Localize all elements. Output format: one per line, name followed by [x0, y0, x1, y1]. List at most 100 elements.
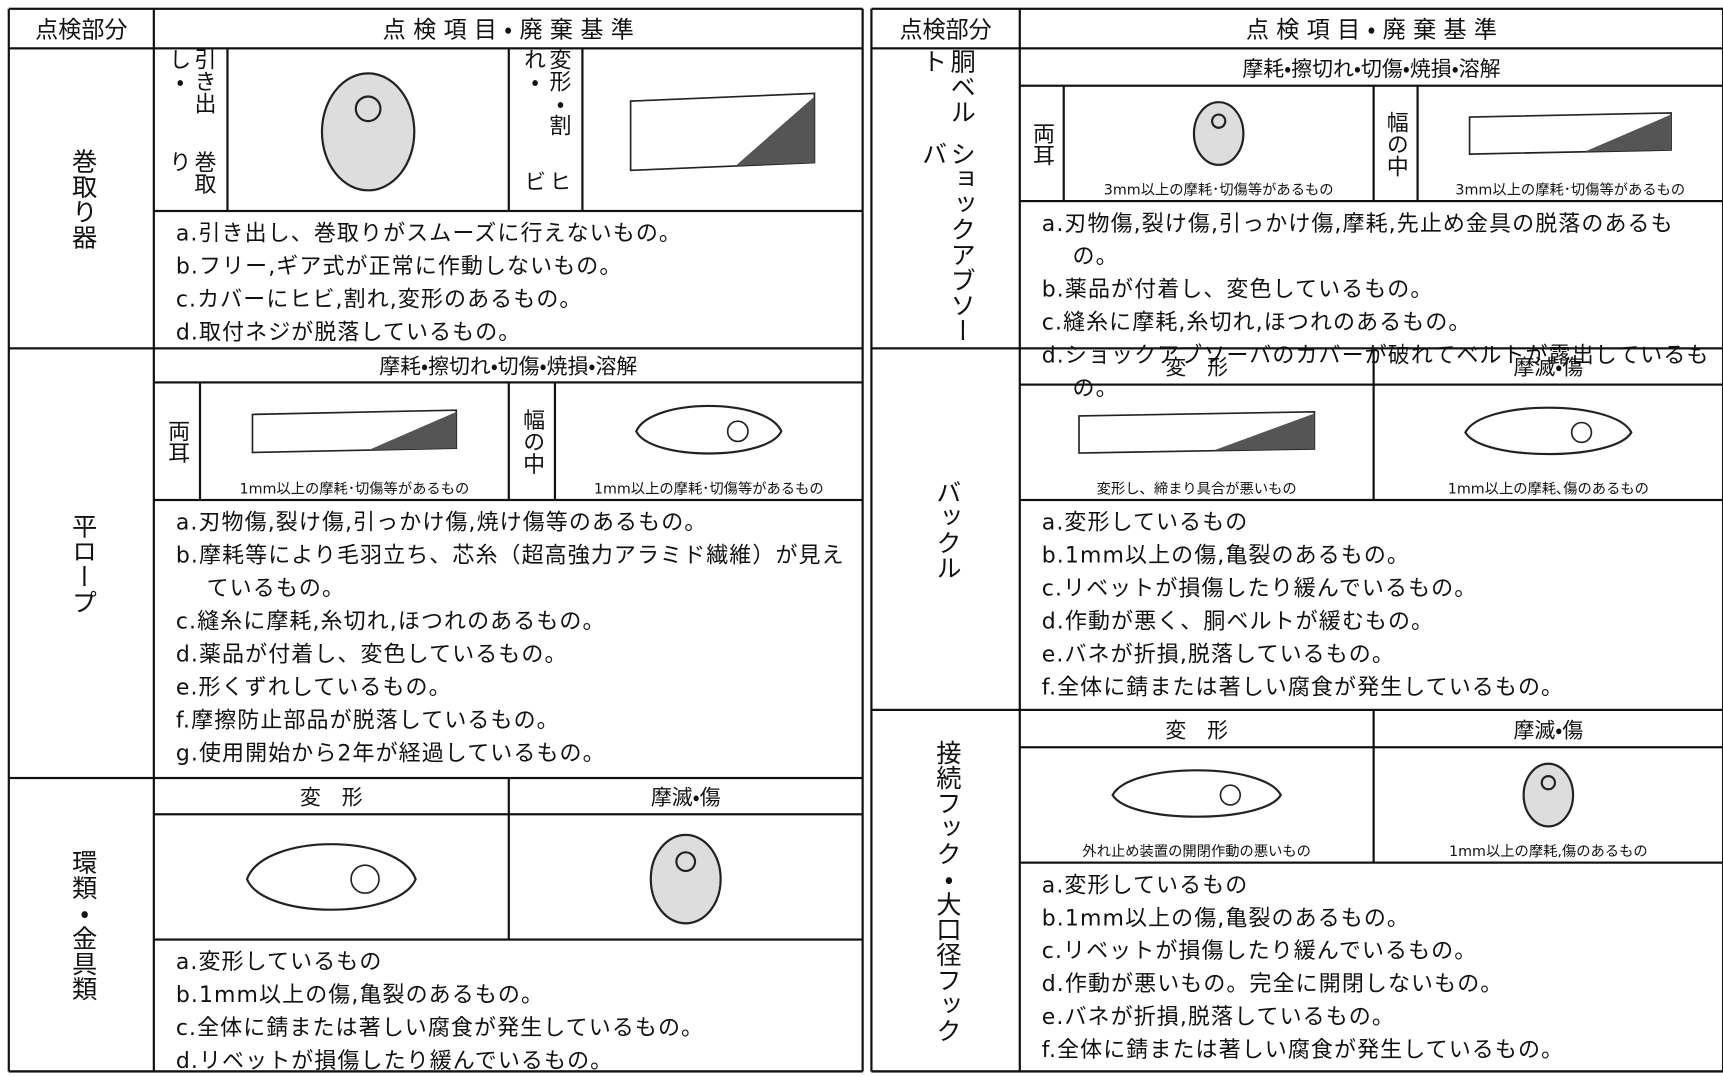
column-heading: 変 形: [1165, 356, 1229, 381]
text-line: 胴ベルト: [917, 48, 975, 125]
criteria-item: a.変形しているもの: [1041, 508, 1249, 536]
criteria-item: c.全体に錆または著しい腐食が発生しているもの。: [175, 1014, 705, 1041]
rule: [1721, 8, 1723, 1072]
illustration: [649, 833, 722, 925]
criteria-item: c.縫糸に摩耗,糸切れ,ほつれのあるもの。: [1041, 308, 1472, 336]
illustration: [245, 843, 417, 911]
criteria-item: c.縫糸に摩耗,糸切れ,ほつれのあるもの。: [175, 607, 606, 635]
criteria-item: f.全体に錆または著しい腐食が発生しているもの。: [1041, 673, 1565, 700]
image-caption: 1mm以上の摩耗､傷のあるもの: [1447, 481, 1649, 498]
text-line: 接続フック・大口径フック: [931, 739, 960, 1043]
criteria-item: a.刃物傷,裂け傷,引っかけ傷,焼け傷等のあるもの。: [175, 508, 708, 536]
text-line: ショックアブソーバ: [917, 140, 975, 343]
rule: [507, 382, 510, 500]
rule: [554, 382, 556, 500]
criteria-item: d.ショックアブソーバのカバーが破れてベルトが露出しているもの。: [1041, 341, 1710, 402]
text-line: バックル: [931, 478, 960, 580]
rule: [871, 708, 1723, 711]
part-label: バックル: [871, 348, 1019, 710]
text-line: 変形・割れ・: [520, 48, 572, 137]
text-line: 巻取り器: [67, 147, 96, 249]
illustration: [635, 404, 783, 455]
rule: [1019, 861, 1723, 864]
rule: [581, 48, 584, 211]
criteria-item: c.カバーにヒビ,割れ,変形のあるもの。: [175, 285, 583, 313]
rule: [1019, 383, 1723, 386]
criteria-item: b.1mm以上の傷,亀裂のあるもの。: [175, 981, 545, 1008]
rule: [8, 1070, 863, 1073]
rule: [1062, 85, 1065, 202]
image-caption: 1mm以上の摩耗･切傷等があるもの: [239, 481, 470, 498]
column-heading: 摩滅・傷: [1513, 356, 1584, 381]
illustration: [1468, 112, 1672, 155]
criteria-item: d.リベットが損傷したり緩んでいるもの。: [175, 1047, 614, 1074]
rule: [8, 347, 863, 350]
rule: [1372, 709, 1375, 863]
rule: [153, 499, 863, 501]
criteria-item: d.作動が悪く、胴ベルトが緩むもの。: [1041, 607, 1435, 635]
illustration: [251, 409, 458, 454]
rule: [8, 47, 863, 50]
rule: [226, 48, 229, 211]
text-line: 引き出し・: [165, 48, 218, 115]
criteria-item: b.1mm以上の傷,亀裂のあるもの。: [1041, 904, 1411, 931]
criteria-list: a.刃物傷,裂け傷,引っかけ傷,摩耗,先止め金具の脱落のあるもの。 b.薬品が付着…: [1020, 201, 1723, 401]
rule: [507, 48, 510, 211]
rule: [871, 47, 1723, 50]
image-label: 幅の中: [509, 382, 555, 500]
image-caption: 1mm以上の摩耗,傷のあるもの: [1449, 843, 1648, 861]
rule: [871, 347, 1723, 350]
illustration: [629, 92, 816, 172]
image-label: 引き出し・ 巻取り: [154, 48, 228, 211]
criteria-item: b.薬品が付着し、変色しているもの。: [1041, 275, 1434, 303]
image-label: 幅の中: [1374, 86, 1418, 201]
part-label: 平ロープ: [9, 348, 154, 778]
criteria-list: a.変形しているもの b.1mm以上の傷,亀裂のあるもの。 c.リベットが損傷したり…: [1020, 500, 1723, 710]
criteria-item: f.摩擦防止部品が脱落しているもの。: [175, 706, 560, 733]
rule: [1416, 85, 1419, 202]
rule: [1019, 746, 1723, 749]
illustration: [320, 72, 416, 192]
header-criteria: 点 検 項 目 ・ 廃 棄 基 準: [1245, 16, 1497, 43]
rule: [199, 382, 201, 500]
criteria-list: a.変形しているもの b.1mm以上の傷,亀裂のあるもの。 c.全体に錆または著しい…: [154, 940, 863, 1073]
rule: [870, 8, 873, 1072]
criteria-item: e.形くずれしているもの。: [175, 673, 452, 700]
illustration: [1522, 762, 1575, 828]
criteria-list: a.引き出し、巻取りがスムーズに行えないもの。 b.フリー,ギア式が正常に作動しな…: [154, 211, 863, 348]
illustration: [1192, 101, 1245, 166]
criteria-item: c.リベットが損傷したり緩んでいるもの。: [1041, 574, 1478, 602]
part-label: 胴ベルトショックアブソーバ: [871, 48, 1019, 348]
criteria-item: a.刃物傷,裂け傷,引っかけ傷,摩耗,先止め金具の脱落のあるもの。: [1041, 209, 1674, 270]
section-heading: 摩耗・擦切れ・切傷・焼損・溶解: [379, 354, 638, 380]
criteria-item: e.バネが折損,脱落しているもの。: [1041, 640, 1395, 668]
criteria-item: b.摩耗等により毛羽立ち、芯糸（超高強力アラミド繊維）が見えているもの。: [175, 541, 845, 602]
criteria-item: d.取付ネジが脱落しているもの。: [175, 318, 522, 346]
image-caption: 3mm以上の摩耗･切傷等があるもの: [1455, 182, 1686, 199]
text-line: 環類・金具類: [67, 848, 96, 1001]
criteria-item: d.薬品が付着し、変色しているもの。: [175, 640, 568, 668]
text-line: 平ロープ: [67, 512, 96, 614]
rule: [8, 7, 863, 10]
rule: [7, 8, 10, 1072]
image-label: 両耳: [154, 382, 200, 500]
rule: [1019, 84, 1723, 87]
column-heading: 変 形: [1165, 718, 1229, 743]
text-line: 幅の中: [519, 408, 546, 475]
criteria-item: d.作動が悪いもの。完全に開閉しないもの。: [1041, 970, 1504, 997]
image-caption: 外れ止め装置の開閉作動の悪いもの: [1082, 843, 1311, 861]
rule: [1372, 85, 1375, 202]
column-heading: 変 形: [299, 785, 363, 810]
text-line: 巻取り: [165, 149, 218, 194]
rule: [1019, 499, 1723, 501]
criteria-item: c.リベットが損傷したり緩んでいるもの。: [1041, 937, 1478, 964]
text-line: 両耳: [164, 419, 191, 464]
criteria-list: a.変形しているもの b.1mm以上の傷,亀裂のあるもの。 c.リベットが損傷したり…: [1020, 863, 1723, 1072]
criteria-item: a.変形しているもの: [1041, 871, 1249, 898]
rule: [1019, 200, 1723, 202]
image-label: 変形・割れ・ ヒビ: [509, 48, 583, 211]
image-caption: 変形し、締まり具合が悪いもの: [1096, 481, 1297, 498]
criteria-item: a.変形しているもの: [175, 948, 383, 975]
column-heading: 摩滅・傷: [650, 785, 721, 810]
